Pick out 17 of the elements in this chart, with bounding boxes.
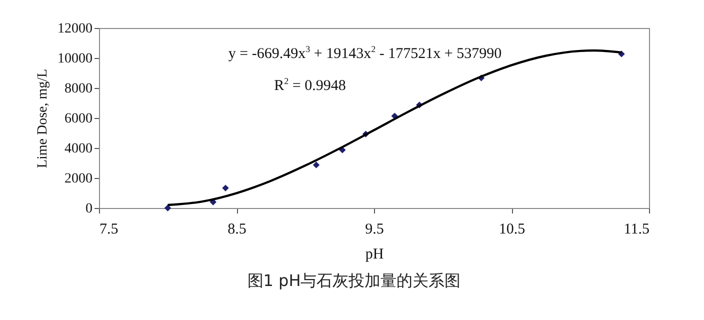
y-tick-label: 2000 [64,172,92,186]
y-tick-label: 8000 [64,82,92,96]
x-tick-label: 8.5 [228,222,246,238]
annotation: y = -669.49x$^{3}$ + 19143x$^{2}$ - 177521x + 537990 [228,44,502,63]
y-tick-label: 4000 [64,142,92,156]
y-tick-label: 10000 [58,52,92,66]
x-tick-label: 10.5 [498,222,526,238]
y-tick-label: 0 [86,202,92,216]
text: 图1 pH与石灰投加量的关系图 [247,271,461,290]
x-tick-label: 9.5 [365,222,384,238]
x-axis-title: pH [365,246,384,262]
x-tick-label: 11.5 [624,222,650,238]
y-axis-title: Lime Dose, mg/L [36,68,50,168]
annotation: R$^{2}$ = 0.9948 [274,76,346,95]
y-tick-label: 12000 [58,22,92,36]
x-tick-label: 7.5 [100,222,118,238]
y-tick-label: 6000 [64,112,92,126]
